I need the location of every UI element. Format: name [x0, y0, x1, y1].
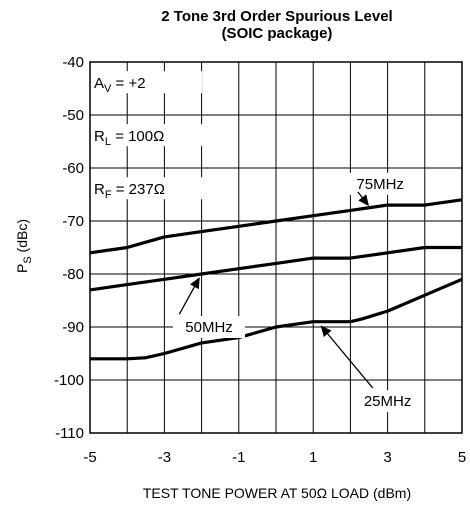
grid [89, 61, 463, 434]
y-axis-label: PS (dBc) [14, 219, 34, 273]
chart-title: 2 Tone 3rd Order Spurious Level [161, 8, 392, 25]
pointer-arrow-line-2 [327, 333, 374, 389]
x-axis-label: TEST TONE POWER AT 50Ω LOAD (dBm) [143, 485, 411, 501]
y-tick-label: -60 [62, 160, 84, 177]
x-tick-label: 5 [458, 449, 466, 466]
x-tick-label: -3 [158, 449, 171, 466]
y-tick-label: -100 [54, 372, 84, 389]
chart-subtitle: (SOIC package) [222, 25, 333, 42]
cond-bg-1 [92, 124, 232, 147]
y-tick-label: -50 [62, 107, 84, 124]
cond-bg-0 [92, 71, 202, 94]
series-label-bg-1 [173, 316, 246, 338]
series-label-bg-0 [349, 172, 412, 195]
annotations: AV = +2 RL = 100Ω RF = 237Ω 75MHz 50MHz 25MHz [92, 71, 419, 413]
series-line-0 [89, 198, 463, 255]
y-tick-label: -90 [62, 319, 84, 336]
series-label-bg-2 [356, 390, 419, 413]
x-tick-label: -1 [232, 449, 245, 466]
condition-label-2: RF = 237Ω [94, 181, 165, 201]
series-lines [89, 198, 463, 361]
x-tick-label: 3 [383, 449, 391, 466]
series-line-1 [89, 245, 462, 292]
series-line-2 [90, 277, 463, 361]
pointer-arrow-line-1 [178, 286, 195, 315]
cond-bg-2 [92, 177, 217, 200]
pointer-arrow-head-0 [358, 194, 369, 207]
condition-label-1: RL = 100Ω [94, 128, 164, 148]
tick-labels: -5 -3 -1 1 3 5 -40 -50 -60 -70 -80 -90 -100 -110 [54, 54, 466, 466]
series-label-1: 50MHz [185, 319, 233, 336]
pointer-arrow-head-2 [320, 325, 332, 338]
pointer-arrow-line-0 [357, 191, 363, 198]
pointer-arrow-head-1 [190, 277, 200, 290]
y-tick-label: -80 [62, 266, 84, 283]
x-tick-label: 1 [309, 449, 317, 466]
y-tick-label: -110 [55, 425, 84, 442]
x-tick-label: -5 [83, 449, 96, 466]
y-tick-label: -70 [62, 213, 84, 230]
series-label-2: 25MHz [364, 393, 412, 410]
condition-label-0: AV = +2 [94, 75, 146, 95]
series-label-0: 75MHz [356, 176, 404, 193]
y-tick-label: -40 [62, 54, 84, 71]
